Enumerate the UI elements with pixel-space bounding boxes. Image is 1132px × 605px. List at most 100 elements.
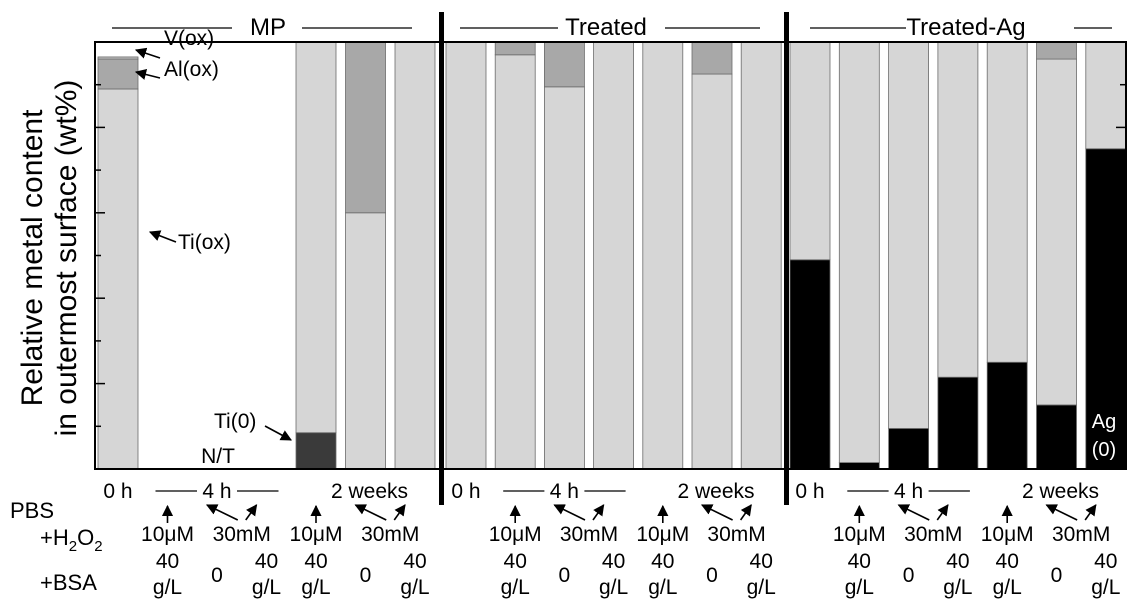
bar-18-ag0 xyxy=(937,376,979,470)
bar-15-tiox xyxy=(789,41,831,261)
bar-9-tiox xyxy=(494,54,536,470)
bar-17-tiox xyxy=(888,41,929,429)
bsa-label-zero: 0 xyxy=(706,564,718,587)
bar-21-tiox xyxy=(1085,41,1127,150)
arrow-h2o2 xyxy=(739,504,752,521)
h2o2-label: 30mM xyxy=(1052,523,1110,546)
arrow-h2o2 xyxy=(1084,504,1097,521)
bar-1-tiox xyxy=(97,88,139,470)
annotations: V(ox) Al(ox) Ti(ox) Ti(0) N/T Ag (0) xyxy=(134,27,1116,468)
arrow-h2o2 xyxy=(700,504,733,521)
bar-20-tiox xyxy=(1036,58,1077,406)
condition-table: PBS+H2O2 +BSA 0 h 4 h 2 weeks 10μM 30mM 10μM 30m… xyxy=(10,480,1120,599)
bar-16-tiox xyxy=(838,41,880,463)
bsa-label-line2: g/L xyxy=(993,576,1022,599)
bsa-label-line1: 40 xyxy=(602,550,625,573)
bar-19-ag0 xyxy=(986,361,1028,470)
arrow-v-ox xyxy=(134,47,161,59)
h2o2-label: 10μM xyxy=(981,523,1034,546)
bsa-label-line2: g/L xyxy=(599,576,628,599)
bsa-label-line2: g/L xyxy=(1091,576,1120,599)
arrow-h2o2 xyxy=(354,504,387,521)
row-label-pbs: PBS xyxy=(10,498,54,523)
bsa-label-line1: 40 xyxy=(403,550,426,573)
bsa-label-line1: 40 xyxy=(156,550,179,573)
h2o2-label: 10μM xyxy=(833,523,886,546)
group-headers: MP Treated Treated-Ag xyxy=(112,14,1112,41)
h2o2-label: 10μM xyxy=(636,523,689,546)
annotation-ti-ox: Ti(ox) xyxy=(178,231,231,254)
bsa-label-line1: 40 xyxy=(255,550,278,573)
time-label-0h: 0 h xyxy=(103,480,132,503)
bar-8-tiox xyxy=(445,41,487,470)
time-label-4h: 4 h xyxy=(894,480,923,503)
bsa-label-zero: 0 xyxy=(559,564,571,587)
arrow-h2o2 xyxy=(245,504,258,521)
bsa-label-line1: 40 xyxy=(1094,550,1117,573)
group-title-1: MP xyxy=(250,14,286,41)
bsa-label-line1: 40 xyxy=(848,550,871,573)
h2o2-label: 30mM xyxy=(361,523,419,546)
y-axis-label-line2: in outermost surface (wt%) xyxy=(50,80,83,437)
bar-19-tiox xyxy=(986,41,1028,363)
annotation-al-ox: Al(ox) xyxy=(164,58,219,81)
bsa-label-line2: g/L xyxy=(301,576,330,599)
h2o2-label: 10μM xyxy=(290,523,343,546)
arrow-h2o2 xyxy=(592,504,605,521)
bsa-label-line1: 40 xyxy=(996,550,1019,573)
h2o2-label: 30mM xyxy=(560,523,618,546)
bsa-label-line2: g/L xyxy=(943,576,972,599)
bar-9-alox xyxy=(494,41,536,56)
bar-11-tiox xyxy=(593,41,634,470)
y-axis-label: Relative metal content in outermost surf… xyxy=(16,80,83,437)
bar-12-tiox xyxy=(642,41,684,470)
bsa-label-line1: 40 xyxy=(946,550,969,573)
group-title-3: Treated-Ag xyxy=(906,14,1025,41)
annotation-ag-line1: Ag xyxy=(1092,411,1116,433)
arrow-ti-0 xyxy=(264,425,292,441)
bsa-label-line1: 40 xyxy=(304,550,327,573)
arrow-h2o2 xyxy=(936,504,949,521)
annotation-nt: N/T xyxy=(201,445,235,468)
group-title-2: Treated xyxy=(565,14,647,41)
bsa-label-line2: g/L xyxy=(845,576,874,599)
time-label-2weeks: 2 weeks xyxy=(331,480,408,503)
y-axis-label-line1: Relative metal content xyxy=(16,109,49,406)
bsa-label-line2: g/L xyxy=(400,576,429,599)
bar-1-alox xyxy=(97,58,139,90)
bar-5-tiox xyxy=(295,41,337,434)
bsa-label-line2: g/L xyxy=(747,576,776,599)
bsa-label-line1: 40 xyxy=(651,550,674,573)
annotation-ag-line2: (0) xyxy=(1092,439,1116,461)
time-label-0h: 0 h xyxy=(795,480,824,503)
h2o2-label: 30mM xyxy=(213,523,271,546)
bsa-label-line2: g/L xyxy=(153,576,182,599)
annotation-v-ox: V(ox) xyxy=(164,27,214,50)
bsa-label-zero: 0 xyxy=(211,564,223,587)
bsa-label-zero: 0 xyxy=(360,564,372,587)
bar-6-tiox xyxy=(345,212,386,470)
bsa-label-line1: 40 xyxy=(750,550,773,573)
bar-17-ag0 xyxy=(888,428,929,470)
time-label-2weeks: 2 weeks xyxy=(1022,480,1099,503)
arrow-h2o2 xyxy=(897,504,930,521)
arrow-al-ox xyxy=(134,69,161,80)
bar-1-vox xyxy=(97,56,139,60)
h2o2-label: 10μM xyxy=(141,523,194,546)
bar-7-tiox xyxy=(394,41,436,470)
h2o2-label: 30mM xyxy=(904,523,962,546)
time-label-4h: 4 h xyxy=(202,480,231,503)
bsa-label-line2: g/L xyxy=(252,576,281,599)
bar-15-ag0 xyxy=(789,259,831,470)
h2o2-label: 30mM xyxy=(707,523,765,546)
axes xyxy=(94,12,1127,505)
arrow-h2o2 xyxy=(393,504,406,521)
row-label-bsa: +BSA xyxy=(40,570,97,595)
bar-13-alox xyxy=(691,41,733,75)
h2o2-label: 10μM xyxy=(489,523,542,546)
time-label-2weeks: 2 weeks xyxy=(677,480,754,503)
time-label-0h: 0 h xyxy=(451,480,480,503)
bar-20-alox xyxy=(1036,41,1077,60)
bar-13-tiox xyxy=(691,73,733,470)
